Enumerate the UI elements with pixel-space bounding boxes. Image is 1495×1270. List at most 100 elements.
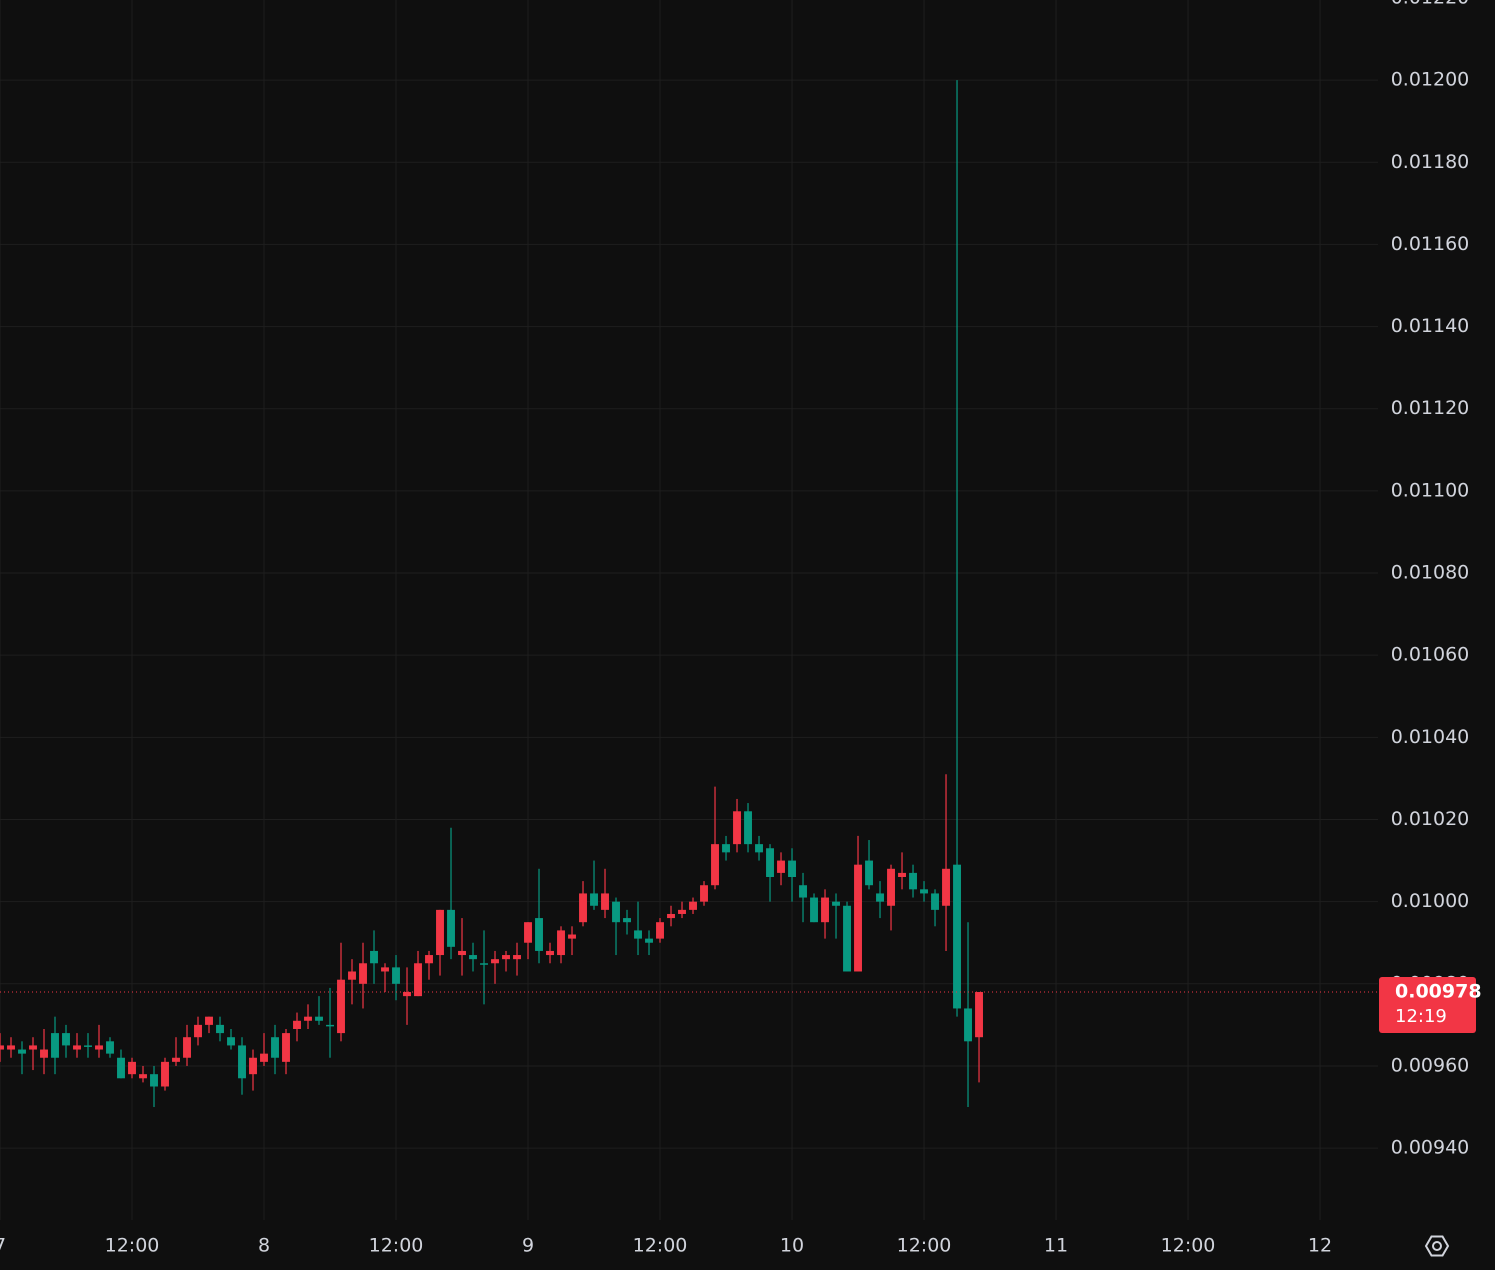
- candle-body: [810, 897, 818, 923]
- x-tick-label: 10: [780, 1235, 804, 1257]
- candle-body: [128, 1061, 136, 1075]
- y-tick-label: 0.01160: [1391, 233, 1470, 255]
- grid: [0, 0, 1378, 1220]
- candle-body: [887, 868, 895, 906]
- candle-body: [579, 893, 587, 923]
- candle-body: [139, 1074, 147, 1079]
- candle-body: [524, 922, 532, 943]
- candle-body: [568, 934, 576, 939]
- candle-body: [964, 1008, 972, 1042]
- candle-body: [766, 848, 774, 878]
- candle-body: [216, 1024, 224, 1034]
- candle-body: [667, 913, 675, 919]
- candle-body: [293, 1020, 301, 1029]
- candle-body: [315, 1016, 323, 1021]
- candle-body: [73, 1045, 81, 1050]
- x-tick-label: 8: [258, 1235, 270, 1257]
- candle-body: [953, 864, 961, 1009]
- candle-body: [821, 897, 829, 923]
- candle-body: [458, 950, 466, 956]
- candle-body: [513, 955, 521, 960]
- y-tick-label: 0.00960: [1391, 1054, 1470, 1076]
- candle-body: [689, 901, 697, 910]
- candle-body: [194, 1024, 202, 1038]
- y-tick-label: 0.01200: [1391, 69, 1470, 91]
- y-tick-label: 0.01140: [1391, 315, 1470, 337]
- x-tick-label: 12:00: [633, 1235, 688, 1257]
- candle-body: [282, 1033, 290, 1062]
- candle-body: [590, 893, 598, 906]
- candle-body: [425, 955, 433, 964]
- candle-body: [469, 955, 477, 960]
- candle-body: [634, 930, 642, 939]
- candle-body: [40, 1049, 48, 1058]
- y-tick-label: 0.01040: [1391, 726, 1470, 748]
- candle-body: [0, 1045, 4, 1050]
- y-tick-label: 0.01080: [1391, 562, 1470, 584]
- candle-body: [722, 844, 730, 853]
- candle-body: [51, 1033, 59, 1058]
- candle-body: [161, 1061, 169, 1087]
- candle-body: [832, 901, 840, 906]
- candle-body: [436, 909, 444, 956]
- settings-icon: [1424, 1235, 1450, 1257]
- y-tick-label: 0.01000: [1391, 890, 1470, 912]
- candle-body: [447, 909, 455, 947]
- candle-body: [414, 963, 422, 997]
- candle-body: [975, 992, 983, 1038]
- x-tick-label: 11: [1044, 1235, 1068, 1257]
- x-tick-label: 9: [522, 1235, 534, 1257]
- candle-body: [18, 1049, 26, 1054]
- y-tick-label: 0.01020: [1391, 808, 1470, 830]
- candle-body: [480, 963, 488, 965]
- countdown-label: 12:19: [1395, 1006, 1447, 1027]
- candle-body: [95, 1045, 103, 1050]
- candle-body: [359, 963, 367, 984]
- y-tick-label: 0.00940: [1391, 1137, 1470, 1159]
- settings-icon-center: [1432, 1241, 1442, 1251]
- candle-body: [62, 1033, 70, 1046]
- candle-body: [348, 971, 356, 980]
- x-tick-label: 12:00: [105, 1235, 160, 1257]
- candle-body: [711, 844, 719, 886]
- candle-body: [238, 1045, 246, 1079]
- candle-body: [656, 922, 664, 939]
- candle-body: [227, 1037, 235, 1046]
- candle-body: [898, 872, 906, 878]
- y-tick-label: 0.01100: [1391, 479, 1470, 501]
- last-price-label: 0.00978: [1395, 981, 1482, 1003]
- candle-body: [150, 1074, 158, 1087]
- candle-body: [172, 1057, 180, 1062]
- candle-body: [392, 967, 400, 984]
- candle-body: [755, 844, 763, 853]
- candle-body: [931, 893, 939, 910]
- candle-body: [249, 1057, 257, 1075]
- candle-body: [645, 938, 653, 943]
- candle-body: [546, 950, 554, 956]
- y-tick-label: 0.01180: [1391, 151, 1470, 173]
- candle-body: [557, 930, 565, 956]
- candle-body: [106, 1041, 114, 1054]
- x-tick-label: 12:00: [369, 1235, 424, 1257]
- candle-body: [260, 1053, 268, 1062]
- candle-body: [535, 918, 543, 951]
- candle-body: [700, 885, 708, 902]
- candle-body: [788, 860, 796, 878]
- candle-body: [337, 979, 345, 1034]
- candle-body: [777, 860, 785, 873]
- candle-body: [843, 905, 851, 972]
- candle-body: [491, 959, 499, 964]
- candle-body: [854, 864, 862, 972]
- y-tick-label: 0.01120: [1391, 397, 1470, 419]
- candle-body: [502, 955, 510, 960]
- candle-body: [205, 1016, 213, 1025]
- y-tick-label: 0.01220: [1391, 0, 1470, 8]
- candle-body: [601, 893, 609, 910]
- candle-body: [29, 1045, 37, 1050]
- candle-body: [7, 1045, 15, 1050]
- candle-body: [381, 967, 389, 972]
- settings-button[interactable]: [1424, 1235, 1450, 1257]
